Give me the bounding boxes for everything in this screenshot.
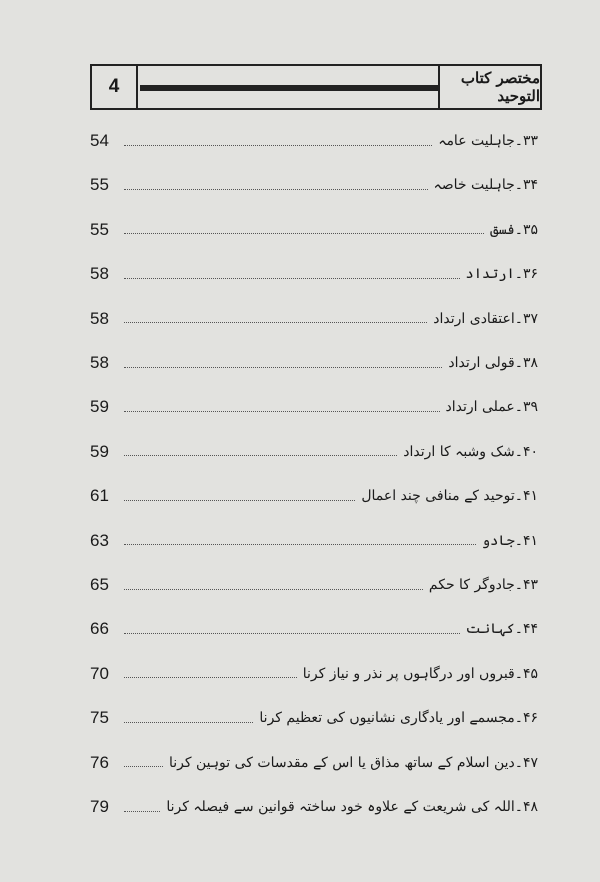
dot-leader [124, 588, 423, 590]
entry-page-number: 75 [90, 708, 109, 728]
running-header: 4 مختصر کتاب التوحید [90, 64, 542, 110]
entry-title: ۴۱۔توحید کے منافی چند اعمال [361, 488, 538, 505]
header-rule [138, 66, 440, 108]
entry-page-number: 63 [90, 530, 109, 550]
dot-leader [124, 410, 440, 412]
toc-entry: 58 ۳۶۔ارتداد [90, 259, 538, 289]
entry-page-number: 55 [90, 219, 109, 239]
toc-entry: 63 ۴۱۔جادو [90, 526, 538, 556]
entry-page-number: 79 [90, 797, 109, 816]
entry-page-number: 70 [90, 663, 109, 683]
toc-entry: 59 ۳۹۔عملی ارتداد [90, 392, 538, 422]
toc-entry: 55 ۳۴۔جاہلیت خاصہ [90, 170, 538, 200]
header-page-number: 4 [92, 66, 138, 108]
entry-page-number: 58 [90, 308, 109, 328]
dot-leader [124, 766, 163, 768]
dot-leader [124, 632, 460, 634]
toc-entry: 55 ۳۵۔فسق [90, 215, 538, 245]
entry-title: ۳۷۔اعتقادی ارتداد [433, 310, 538, 327]
entry-title: ۴۷۔دین اسلام کے ساتھ مذاق یا اس کے مقدسا… [168, 754, 538, 771]
toc-entry: 70 ۴۵۔قبروں اور درگاہوں پر نذر و نیاز کرن… [90, 659, 538, 689]
toc-entry: 61 ۴۱۔توحید کے منافی چند اعمال [90, 481, 538, 511]
dot-leader [124, 544, 476, 546]
entry-title: ۴۴۔کہانت [465, 621, 538, 638]
dot-leader [124, 277, 460, 279]
dot-leader [124, 233, 485, 235]
entry-title: ۴۳۔جادوگر کا حکم [428, 577, 538, 593]
entry-title: ۳۹۔عملی ارتداد [445, 399, 538, 416]
entry-page-number: 76 [90, 752, 109, 772]
dot-leader [124, 144, 433, 146]
toc-entry: 75 ۴۶۔مجسمے اور یادگاری نشانیوں کی تعظیم … [90, 703, 538, 733]
entry-page-number: 66 [90, 619, 109, 639]
entry-title: ۳۳۔جاہلیت عامہ [438, 133, 538, 149]
toc-entry: 58 ۳۷۔اعتقادی ارتداد [90, 304, 538, 334]
dot-leader [124, 455, 398, 457]
entry-title: ۴۰۔شک وشبہ کا ارتداد [403, 443, 538, 460]
entry-title: ۴۵۔قبروں اور درگاہوں پر نذر و نیاز کرنا [302, 665, 538, 682]
entry-page-number: 58 [90, 353, 109, 372]
entry-title: ۴۸۔اللہ کی شریعت کے علاوہ خود ساختہ قوان… [166, 799, 538, 815]
toc-entry: 54 ۳۳۔جاہلیت عامہ [90, 126, 538, 156]
toc-entry: 65 ۴۳۔جادوگر کا حکم [90, 570, 538, 600]
entry-title: ۴۶۔مجسمے اور یادگاری نشانیوں کی تعظیم کر… [259, 710, 538, 727]
dot-leader [124, 366, 443, 368]
entry-page-number: 61 [90, 486, 109, 506]
entry-title: ۴۱۔جادو [481, 532, 538, 549]
toc-entry: 59 ۴۰۔شک وشبہ کا ارتداد [90, 437, 538, 467]
toc-entry: 58 ۳۸۔قولی ارتداد [90, 348, 538, 378]
header-book-title: مختصر کتاب التوحید [460, 69, 540, 105]
entry-title: ۳۸۔قولی ارتداد [448, 355, 538, 371]
entry-page-number: 54 [90, 131, 109, 150]
toc-entry: 76 ۴۷۔دین اسلام کے ساتھ مذاق یا اس کے مقد… [90, 748, 538, 778]
dot-leader [124, 721, 254, 723]
dot-leader [124, 499, 356, 501]
dot-leader [124, 677, 297, 679]
entry-page-number: 58 [90, 264, 109, 284]
dot-leader [124, 188, 428, 190]
entry-title: ۳۵۔فسق [490, 221, 538, 238]
toc-entry: 66 ۴۴۔کہانت [90, 614, 538, 644]
dot-leader [124, 810, 161, 812]
entry-page-number: 65 [90, 575, 109, 594]
entry-title: ۳۴۔جاہلیت خاصہ [433, 177, 538, 194]
entry-page-number: 59 [90, 397, 109, 417]
toc-entry: 79 ۴۸۔اللہ کی شریعت کے علاوہ خود ساختہ قو… [90, 792, 538, 822]
dot-leader [124, 322, 428, 324]
entry-page-number: 59 [90, 441, 109, 461]
entry-page-number: 55 [90, 175, 109, 195]
entry-title: ۳۶۔ارتداد [465, 266, 538, 283]
